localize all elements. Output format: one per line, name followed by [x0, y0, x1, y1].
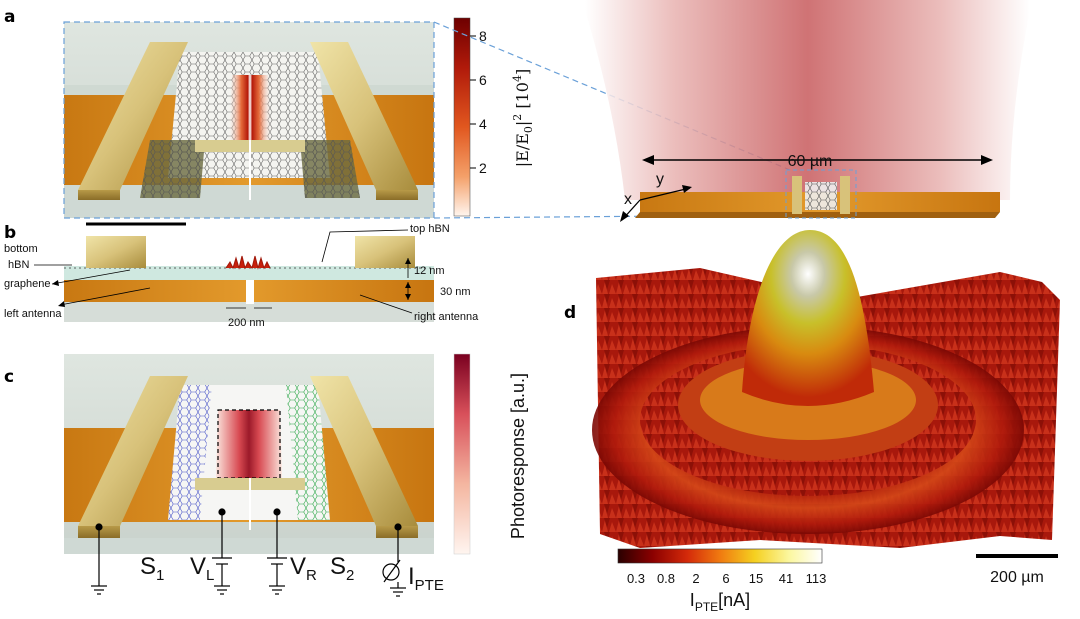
colorbar-d-tick-label: 41 [779, 571, 793, 586]
colorbar-c-title: Photoresponse [a.u.] [508, 373, 528, 539]
colorbar-a-tick-label: 6 [479, 72, 487, 88]
circuit [91, 508, 406, 597]
label-hbn: hBN [8, 259, 29, 271]
panel-d-label: d [564, 303, 576, 323]
colorbar-a: 8 6 4 2 |E/E0|2 [104] [453, 17, 535, 217]
panel-b-label: b [4, 223, 16, 243]
label-thickness-30: 30 nm [440, 286, 471, 298]
colorbar-a-tick-label: 4 [479, 116, 487, 132]
label-vl: VL [190, 553, 214, 584]
axes-indicator: y x [620, 171, 692, 222]
beam-size-label: 60 µm [788, 153, 833, 170]
panel-a-label: a [4, 7, 15, 27]
label-vr: VR [290, 553, 317, 584]
panel-b-annotations: bottom hBN graphene left antenna top hBN… [4, 223, 479, 329]
colorbar-c-bar [453, 353, 471, 555]
laser-beam [585, 0, 1030, 219]
panel-c-label: c [4, 367, 14, 387]
colorbar-a-title: |E/E0|2 [104] [511, 69, 535, 167]
panel-c-device-render [64, 354, 434, 554]
colorbar-d-tick-label: 6 [722, 571, 729, 586]
circuit-labels: S1 VL VR S2 IPTE [140, 553, 444, 594]
scalebar-d: 200 µm [976, 554, 1058, 586]
colorbar-d-title: IPTE[nA] [690, 590, 750, 614]
axis-y-label: y [656, 171, 664, 188]
scalebar-d-label: 200 µm [990, 569, 1044, 586]
label-thickness-12: 12 nm [414, 265, 445, 277]
panel-a-device-render [63, 21, 435, 219]
colorbar-d: 0.3 0.8 2 6 15 41 113 IPTE[nA] [617, 548, 827, 614]
label-s2: S2 [330, 553, 354, 584]
label-left-antenna: left antenna [4, 308, 62, 320]
colorbar-a-tick-label: 2 [479, 160, 487, 176]
colorbar-d-tick-label: 113 [806, 571, 827, 586]
colorbar-d-bar [617, 548, 823, 564]
colorbar-d-tick-label: 0.8 [657, 571, 675, 586]
label-gap: 200 nm [228, 317, 265, 329]
colorbar-d-tick-label: 15 [749, 571, 763, 586]
colorbar-d-tick-label: 2 [692, 571, 699, 586]
photocurrent-surface [592, 230, 1060, 548]
label-s1: S1 [140, 553, 164, 584]
beam-size-arrow: 60 µm [642, 153, 993, 170]
panel-b-cross-section [64, 236, 434, 322]
colorbar-a-bar [453, 17, 471, 217]
colorbar-d-tick-label: 0.3 [627, 571, 645, 586]
label-graphene: graphene [4, 278, 51, 290]
colorbar-c: Photoresponse [a.u.] [453, 353, 528, 555]
label-bottom: bottom [4, 243, 38, 255]
axis-x-label: x [624, 191, 632, 208]
label-top-hbn: top hBN [410, 223, 450, 235]
colorbar-a-tick-label: 8 [479, 28, 487, 44]
label-ipte: IPTE [408, 563, 444, 594]
label-right-antenna: right antenna [414, 311, 479, 323]
